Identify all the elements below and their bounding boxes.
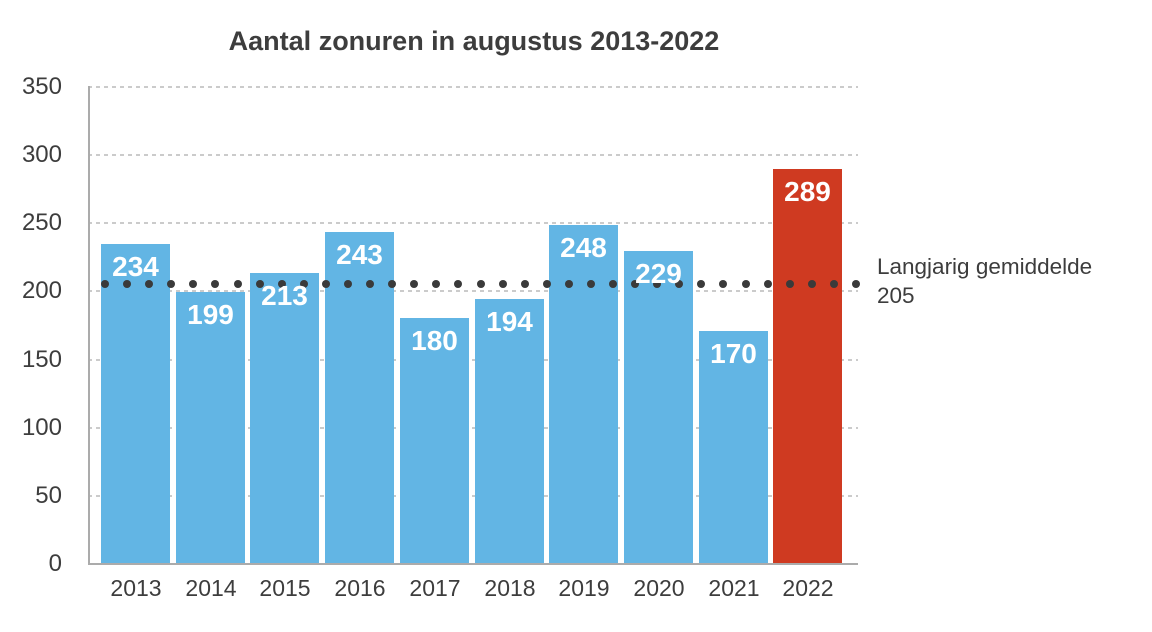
bar-value-2017: 180 [411, 325, 458, 356]
bar-2016: 243 [325, 232, 394, 563]
y-tick-300: 300 [21, 141, 62, 168]
average-line-value: 205 [877, 283, 915, 308]
y-tick-100: 100 [21, 414, 62, 441]
avg-line-dot [742, 280, 750, 288]
average-line-label-text: Langjarig gemiddelde [877, 254, 1093, 279]
x-tick-2019: 2019 [558, 575, 610, 601]
x-tick-2013: 2013 [110, 575, 162, 601]
avg-line-dot [167, 280, 175, 288]
avg-line-dot [565, 280, 573, 288]
avg-line-dot [123, 280, 131, 288]
avg-line-dot [521, 280, 529, 288]
avg-line-dot [344, 280, 352, 288]
y-tick-150: 150 [21, 346, 62, 373]
avg-line-dot [653, 280, 661, 288]
bar-2019: 248 [549, 225, 618, 563]
gridline-50 [88, 495, 858, 497]
avg-line-dot [388, 280, 396, 288]
avg-line-dot [101, 280, 109, 288]
bar-2018: 194 [475, 299, 544, 563]
avg-line-dot [410, 280, 418, 288]
avg-line-dot [234, 280, 242, 288]
avg-line-dot [609, 280, 617, 288]
bar-value-2015: 213 [261, 280, 308, 311]
avg-line-dot [719, 280, 727, 288]
y-tick-0: 0 [48, 550, 62, 577]
bar-value-2018: 194 [486, 306, 533, 337]
gridline-250 [88, 222, 858, 224]
chart-title: Aantal zonuren in augustus 2013-2022 [228, 26, 720, 56]
avg-line-dot [499, 280, 507, 288]
x-tick-2018: 2018 [484, 575, 536, 601]
x-axis-line [88, 563, 858, 565]
bar-2015: 213 [250, 273, 319, 563]
bar-value-2021: 170 [710, 338, 757, 369]
bar-value-2016: 243 [336, 239, 383, 270]
avg-line-dot [631, 280, 639, 288]
avg-line-dot [697, 280, 705, 288]
avg-line-dot [278, 280, 286, 288]
avg-line-dot [543, 280, 551, 288]
x-tick-2022: 2022 [782, 575, 834, 601]
y-tick-200: 200 [21, 277, 62, 304]
x-tick-2016: 2016 [334, 575, 386, 601]
avg-line-dot [764, 280, 772, 288]
bar-value-2014: 199 [187, 299, 234, 330]
avg-line-dot [256, 280, 264, 288]
x-tick-2017: 2017 [409, 575, 461, 601]
bar-value-2019: 248 [560, 232, 607, 263]
gridline-350 [88, 86, 858, 88]
bar-2021: 170 [699, 331, 768, 563]
x-tick-2020: 2020 [633, 575, 685, 601]
y-tick-250: 250 [21, 209, 62, 236]
gridline-300 [88, 154, 858, 156]
average-line-label: Langjarig gemiddelde 205 [877, 252, 1092, 310]
bar-2017: 180 [400, 318, 469, 563]
bar-value-2022: 289 [784, 176, 831, 207]
bar-2020: 229 [624, 251, 693, 563]
avg-line-dot [808, 280, 816, 288]
bar-2014: 199 [176, 292, 245, 563]
bar-value-2013: 234 [112, 251, 159, 282]
bar-2013: 234 [101, 244, 170, 563]
gridline-200 [88, 290, 858, 292]
avg-line-dot [300, 280, 308, 288]
avg-line-dot [830, 280, 838, 288]
avg-line-dot [366, 280, 374, 288]
x-tick-2014: 2014 [185, 575, 237, 601]
gridline-150 [88, 359, 858, 361]
avg-line-dot [211, 280, 219, 288]
avg-line-dot [454, 280, 462, 288]
avg-line-dot [852, 280, 860, 288]
avg-line-dot [322, 280, 330, 288]
gridline-100 [88, 427, 858, 429]
avg-line-dot [189, 280, 197, 288]
avg-line-dot [145, 280, 153, 288]
y-tick-350: 350 [21, 73, 62, 100]
y-tick-50: 50 [35, 482, 62, 509]
avg-line-dot [477, 280, 485, 288]
bar-2022: 289 [773, 169, 842, 563]
y-axis-line [88, 86, 90, 565]
avg-line-dot [786, 280, 794, 288]
x-tick-2021: 2021 [708, 575, 760, 601]
avg-line-dot [432, 280, 440, 288]
bar-value-2020: 229 [635, 258, 682, 289]
avg-line-dot [675, 280, 683, 288]
avg-line-dot [587, 280, 595, 288]
x-tick-2015: 2015 [259, 575, 311, 601]
